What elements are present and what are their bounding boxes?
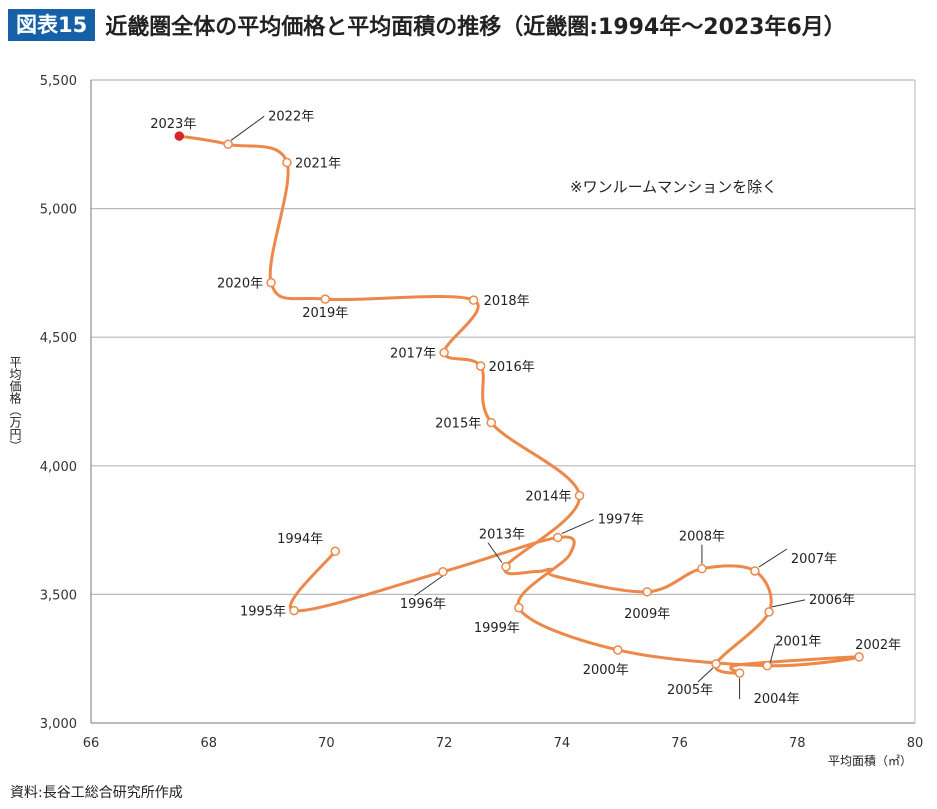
leader-line xyxy=(769,643,776,663)
year-label: 2001年 xyxy=(775,635,821,650)
year-label: 2009年 xyxy=(624,607,670,622)
data-point xyxy=(750,566,760,576)
year-label: 1994年 xyxy=(277,532,323,547)
data-point xyxy=(501,561,511,572)
data-point xyxy=(320,294,331,304)
year-label: 2000年 xyxy=(583,663,629,678)
data-point xyxy=(223,139,233,150)
data-point xyxy=(289,605,299,616)
x-tick-label: 68 xyxy=(200,736,217,751)
grid-lines xyxy=(91,79,915,596)
leader-line xyxy=(414,575,444,597)
year-label: 2020年 xyxy=(217,277,263,292)
year-label: 2016年 xyxy=(489,360,535,375)
data-point xyxy=(266,277,276,288)
tick-labels: 3,000 3,500 4,000 4,500 5,000 5,500 66 68 70 72 74… xyxy=(40,74,923,751)
data-point xyxy=(613,645,623,655)
x-axis-label: 平均面積（㎡） xyxy=(828,754,913,768)
year-label: 2006年 xyxy=(809,593,855,608)
price-area-curve xyxy=(177,134,861,675)
data-point xyxy=(711,659,721,669)
y-axis-label: 平均価格（万円） xyxy=(8,356,22,452)
year-label: 1996年 xyxy=(400,597,446,612)
year-label: 1999年 xyxy=(474,621,520,636)
leader-line xyxy=(758,548,788,568)
data-point xyxy=(174,131,185,141)
data-point xyxy=(734,668,745,678)
leader-line xyxy=(487,542,503,563)
data-point xyxy=(439,347,449,358)
data-point xyxy=(468,295,479,305)
data-point xyxy=(642,587,652,597)
leader-line xyxy=(561,519,594,535)
x-tick-label: 70 xyxy=(318,736,335,751)
year-label: 2014年 xyxy=(525,490,571,505)
data-point xyxy=(475,361,486,371)
y-tick-label: 3,500 xyxy=(40,588,77,603)
data-point xyxy=(762,660,773,671)
year-label: 2021年 xyxy=(295,157,341,172)
annotation-note: ※ワンルームマンションを除く xyxy=(570,178,777,196)
x-tick-label: 74 xyxy=(554,736,571,751)
year-label: 1995年 xyxy=(240,605,286,620)
year-labels: 1994年 1995年 1996年 1997年 1999年 2000年 2001年 2002年… xyxy=(150,109,901,707)
year-label: 2007年 xyxy=(791,552,837,567)
year-label: 2004年 xyxy=(754,692,800,707)
year-label: 2017年 xyxy=(390,347,436,362)
year-label: 2002年 xyxy=(855,638,901,653)
x-tick-label: 72 xyxy=(436,736,453,751)
year-label: 2023年 xyxy=(150,117,196,132)
header: 図表15 近畿圏全体の平均価格と平均面積の推移（近畿圏:1994年〜2023年6… xyxy=(8,8,846,42)
y-tick-label: 5,000 xyxy=(40,203,77,218)
year-label: 2005年 xyxy=(667,683,713,698)
axes xyxy=(90,80,916,724)
data-point xyxy=(438,567,448,577)
leader-lines xyxy=(230,115,806,700)
leader-line xyxy=(697,667,714,683)
year-label: 2013年 xyxy=(479,528,525,543)
data-point xyxy=(282,157,292,168)
y-tick-label: 3,000 xyxy=(40,717,77,732)
data-points xyxy=(174,131,864,678)
data-point xyxy=(697,563,707,574)
y-tick-label: 4,000 xyxy=(40,460,77,475)
data-point xyxy=(330,546,341,556)
y-tick-label: 5,500 xyxy=(40,74,77,89)
year-label: 2008年 xyxy=(679,530,725,545)
data-point xyxy=(486,417,496,428)
data-point xyxy=(514,603,524,613)
x-tick-label: 66 xyxy=(83,736,100,751)
source-note: 資料:長谷工総合研究所作成 xyxy=(10,785,183,801)
year-label: 2022年 xyxy=(268,109,314,124)
x-tick-label: 80 xyxy=(907,736,924,751)
data-point xyxy=(552,532,563,543)
chart-title: 近畿圏全体の平均価格と平均面積の推移（近畿圏:1994年〜2023年6月） xyxy=(105,15,846,40)
data-point xyxy=(854,652,864,662)
year-label: 2018年 xyxy=(484,294,530,309)
year-label: 2019年 xyxy=(302,306,348,321)
figure-badge: 図表15 xyxy=(8,9,96,41)
x-tick-label: 78 xyxy=(789,736,806,751)
year-label: 1997年 xyxy=(598,513,644,528)
data-point xyxy=(574,490,585,501)
leader-line xyxy=(771,599,806,608)
leader-line xyxy=(230,115,265,141)
y-tick-label: 4,500 xyxy=(40,331,77,346)
year-label: 2015年 xyxy=(435,417,481,432)
data-point xyxy=(764,607,774,617)
x-tick-label: 76 xyxy=(671,736,688,751)
